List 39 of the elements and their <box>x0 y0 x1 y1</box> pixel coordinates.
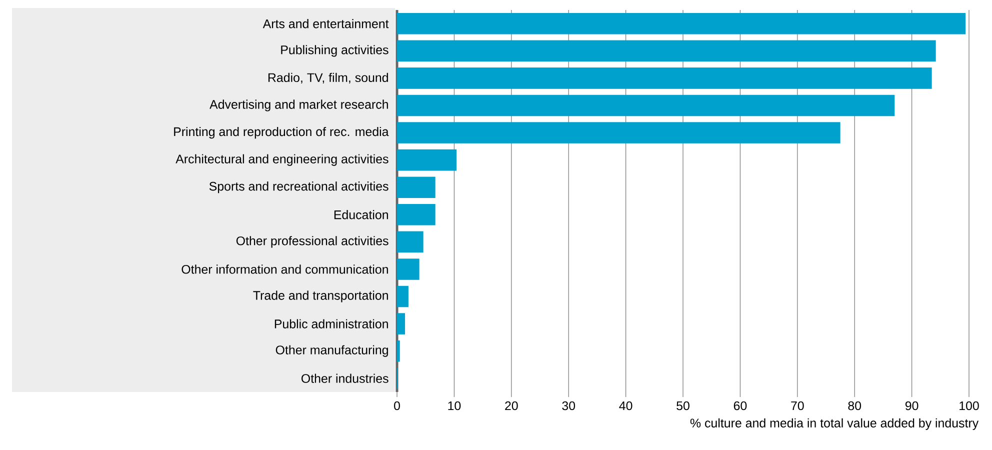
y-tick-label: Public administration <box>274 319 388 328</box>
y-tick-label: Advertising and market research <box>210 100 388 112</box>
y-tick-label: Printing and reproduction of rec. media <box>174 126 389 139</box>
bar <box>397 94 895 116</box>
x-tick-label: 70 <box>791 401 804 410</box>
x-tick-label: 20 <box>505 401 518 410</box>
y-tick-label: Other manufacturing <box>276 345 388 357</box>
y-tick-label: Education <box>334 210 388 220</box>
y-tick-label: Architectural and engineering activities <box>176 154 388 166</box>
bar <box>397 40 936 62</box>
x-tick-label: 100 <box>960 401 979 410</box>
bar <box>397 231 424 253</box>
bar <box>397 340 400 362</box>
bar <box>397 122 840 144</box>
x-tick-label: 10 <box>448 401 461 410</box>
x-tick-label: 30 <box>562 401 576 410</box>
x-tick-label: 90 <box>905 401 918 410</box>
x-tick-label: 60 <box>734 401 747 410</box>
y-tick-label: Other information and communication <box>182 264 388 274</box>
x-axis-title: % culture and media in total value added by industry <box>690 418 979 430</box>
y-tick-label: Arts and entertainment <box>262 19 389 28</box>
bar <box>397 176 436 198</box>
bar <box>397 12 966 34</box>
y-tick-label: Sports and recreational activities <box>209 182 388 194</box>
y-tick-label: Radio, TV, film, sound <box>268 72 388 84</box>
y-tick-label: Publishing activities <box>281 45 388 57</box>
bar <box>397 149 456 171</box>
x-tick-label: 80 <box>848 401 862 410</box>
y-tick-label: Other professional activities <box>236 236 388 248</box>
y-tick-label: Other industries <box>302 374 388 383</box>
y-tick-label: Trade and transportation <box>253 290 388 302</box>
bar <box>397 258 420 280</box>
bar <box>397 286 408 308</box>
x-tick-label: 40 <box>619 401 632 410</box>
bar <box>397 204 436 226</box>
x-tick-label: 0 <box>394 401 400 410</box>
x-tick-label: 50 <box>676 401 690 410</box>
bar <box>397 313 406 334</box>
bar <box>397 68 932 89</box>
